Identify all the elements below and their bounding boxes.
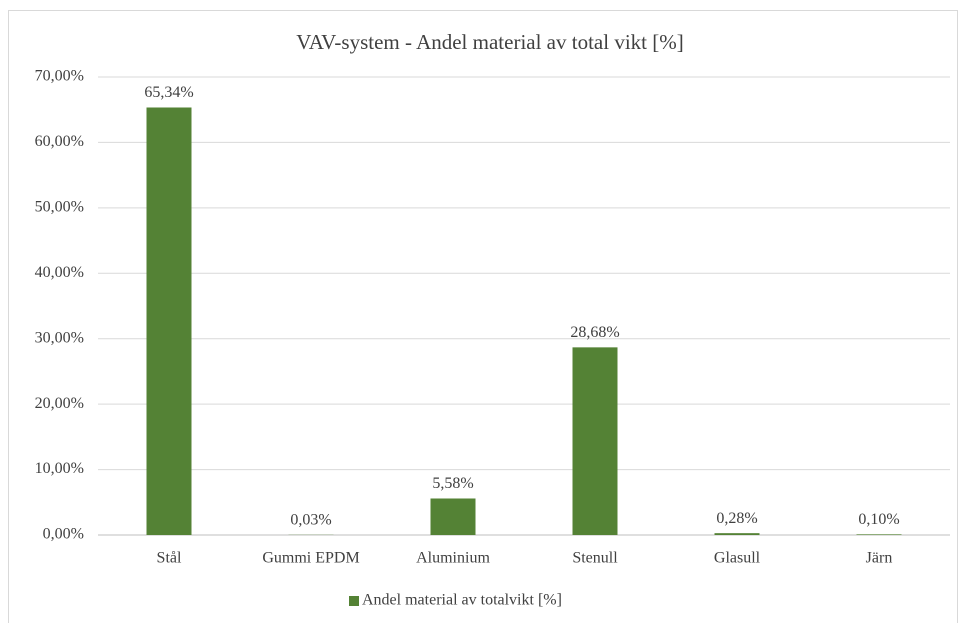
legend-swatch [349, 596, 359, 606]
y-tick-label: 70,00% [35, 68, 84, 85]
data-label: 28,68% [570, 324, 619, 341]
x-tick-label: Stål [157, 550, 182, 567]
x-tick-label: Gummi EPDM [262, 550, 359, 567]
x-tick-label: Glasull [714, 550, 761, 567]
y-tick-label: 50,00% [35, 199, 84, 216]
chart-title: VAV-system - Andel material av total vik… [296, 30, 683, 54]
y-tick-label: 40,00% [35, 264, 84, 281]
y-tick-label: 30,00% [35, 329, 84, 346]
data-label: 0,10% [858, 511, 899, 528]
y-tick-label: 10,00% [35, 460, 84, 477]
x-tick-label: Järn [866, 550, 893, 567]
bar [146, 107, 192, 535]
data-label: 0,28% [716, 510, 757, 527]
data-label: 0,03% [290, 511, 331, 528]
y-tick-label: 0,00% [43, 526, 84, 543]
data-label: 65,34% [144, 84, 193, 101]
legend-label: Andel material av totalvikt [%] [362, 592, 562, 609]
x-tick-label: Stenull [572, 550, 618, 567]
y-tick-label: 20,00% [35, 395, 84, 412]
y-tick-label: 60,00% [35, 133, 84, 150]
x-tick-label: Aluminium [416, 550, 490, 567]
bar [714, 533, 760, 535]
bar [856, 534, 902, 535]
data-label: 5,58% [432, 475, 473, 492]
bar [572, 347, 618, 535]
bar [430, 498, 476, 535]
